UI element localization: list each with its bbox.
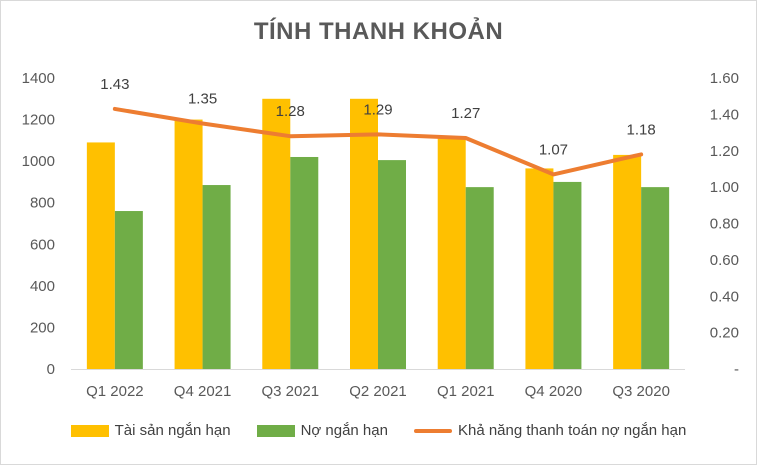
y-left-tick-label: 800 — [30, 195, 55, 212]
y-left-tick-label: 1200 — [22, 112, 55, 129]
legend-swatch-assets — [70, 424, 109, 437]
ratio-line — [112, 106, 644, 177]
y-right-tick-label: 1.00 — [710, 179, 739, 196]
x-tick-label: Q3 2021 — [262, 383, 320, 400]
bar-assets — [437, 138, 466, 369]
bar-liabilities — [202, 185, 231, 369]
y-left-tick-label: 200 — [30, 319, 55, 336]
legend-label-ratio: Khả năng thanh toán nợ ngắn hạn — [457, 422, 687, 439]
x-tick-label: Q3 2020 — [612, 383, 670, 400]
y-left-tick-label: 1000 — [22, 153, 55, 170]
y-right-tick-label: 0.40 — [710, 288, 739, 305]
bar-liabilities — [114, 211, 143, 369]
bar-assets — [350, 98, 378, 370]
chart-legend: Tài sản ngắn hạn Nợ ngắn hạn Khả năng th… — [1, 422, 756, 439]
y-right-tick-label: 1.60 — [710, 70, 739, 87]
bar-assets — [613, 154, 642, 369]
legend-swatch-liabilities — [256, 424, 295, 437]
bar-assets — [262, 98, 291, 370]
y-right-tick-label: 0.80 — [710, 216, 739, 233]
ratio-data-label: 1.07 — [539, 141, 568, 158]
legend-item-liabilities: Nợ ngắn hạn — [256, 422, 388, 439]
legend-item-ratio: Khả năng thanh toán nợ ngắn hạn — [413, 422, 687, 439]
bar-liabilities — [641, 187, 670, 369]
bar-liabilities — [290, 156, 319, 369]
chart-plot-area: 0 200 400 600 800 1000 1200 1400 - 0.20 0.40 0.60 0.… — [22, 70, 739, 400]
x-tick-label: Q4 2020 — [525, 383, 583, 400]
y-right-tick-label: 0.20 — [710, 325, 739, 342]
legend-item-assets: Tài sản ngắn hạn — [70, 422, 231, 439]
y-left-tick-label: 600 — [30, 236, 55, 253]
ratio-data-label: 1.18 — [627, 121, 656, 138]
bar-liabilities — [553, 181, 582, 369]
x-tick-label: Q2 2021 — [349, 383, 407, 400]
x-tick-label: Q4 2021 — [174, 383, 232, 400]
bar-assets — [174, 119, 203, 369]
bar-assets — [525, 168, 554, 369]
bar-liabilities — [378, 160, 406, 369]
ratio-data-label: 1.28 — [276, 103, 305, 120]
legend-swatch-ratio — [413, 428, 452, 433]
bar-liabilities — [465, 187, 494, 369]
bar-assets — [86, 142, 115, 369]
y-right-tick-label: 1.40 — [710, 106, 739, 123]
x-tick-label: Q1 2022 — [86, 383, 144, 400]
y-left-tick-label: 0 — [47, 361, 55, 378]
ratio-data-label: 1.27 — [451, 105, 480, 122]
legend-label-liabilities: Nợ ngắn hạn — [300, 422, 388, 439]
ratio-data-label: 1.43 — [100, 76, 129, 93]
y-right-tick-label: 0.60 — [710, 252, 739, 269]
ratio-data-label: 1.35 — [188, 90, 217, 107]
x-tick-label: Q1 2021 — [437, 383, 495, 400]
y-left-tick-label: 400 — [30, 278, 55, 295]
legend-label-assets: Tài sản ngắn hạn — [114, 422, 231, 439]
y-right-tick-label: 1.20 — [710, 143, 739, 160]
y-right-tick-label: - — [734, 361, 739, 378]
y-left-tick-label: 1400 — [22, 70, 55, 87]
chart-title: TÍNH THANH KHOẢN — [253, 18, 504, 45]
ratio-data-label: 1.29 — [363, 101, 392, 118]
